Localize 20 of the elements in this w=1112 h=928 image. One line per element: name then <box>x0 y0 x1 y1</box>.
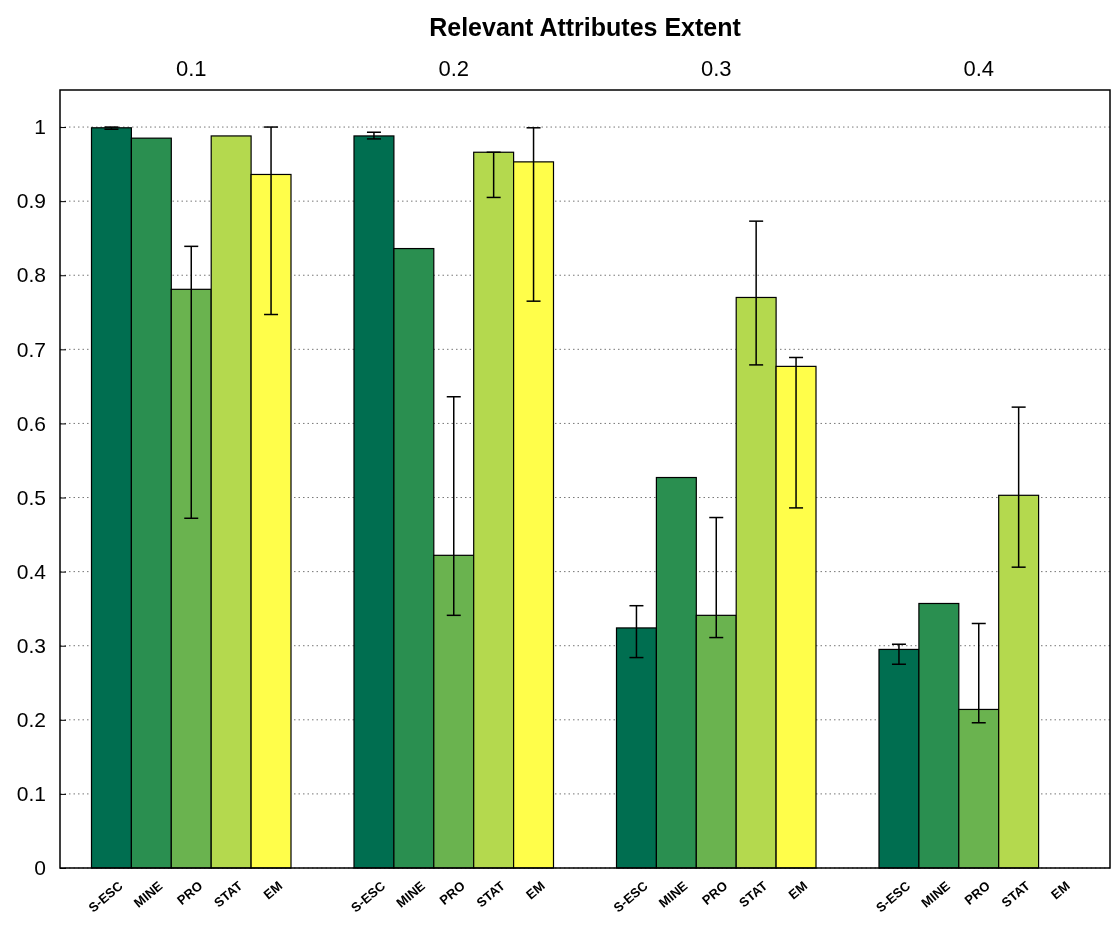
y-tick-label: 0.2 <box>16 708 46 732</box>
x-tick-label: 0.4 <box>963 56 995 81</box>
x-tick-label: 0.2 <box>438 56 470 81</box>
text: EM <box>785 878 811 903</box>
text: EM <box>1048 878 1073 903</box>
text: EM <box>523 878 548 903</box>
y-tick-label: 0.6 <box>16 411 46 435</box>
y-tick-label: 0.8 <box>16 263 46 287</box>
x-tick-label: 0.3 <box>700 56 732 81</box>
x-tick-label: 0.1 <box>175 56 207 81</box>
y-tick-label: 0.3 <box>16 633 46 657</box>
y-tick-label: 0.1 <box>16 782 46 806</box>
y-tick-label: 0.7 <box>16 337 46 361</box>
y-tick-label: 0.5 <box>16 485 46 509</box>
y-tick-label: 0.9 <box>16 189 46 213</box>
y-tick-label: 1 <box>34 115 46 139</box>
text: EM <box>260 878 286 903</box>
chart-title: Relevant Attributes Extent <box>429 13 742 41</box>
y-tick-label: 0.4 <box>16 559 47 583</box>
y-tick-label: 0 <box>34 856 46 880</box>
